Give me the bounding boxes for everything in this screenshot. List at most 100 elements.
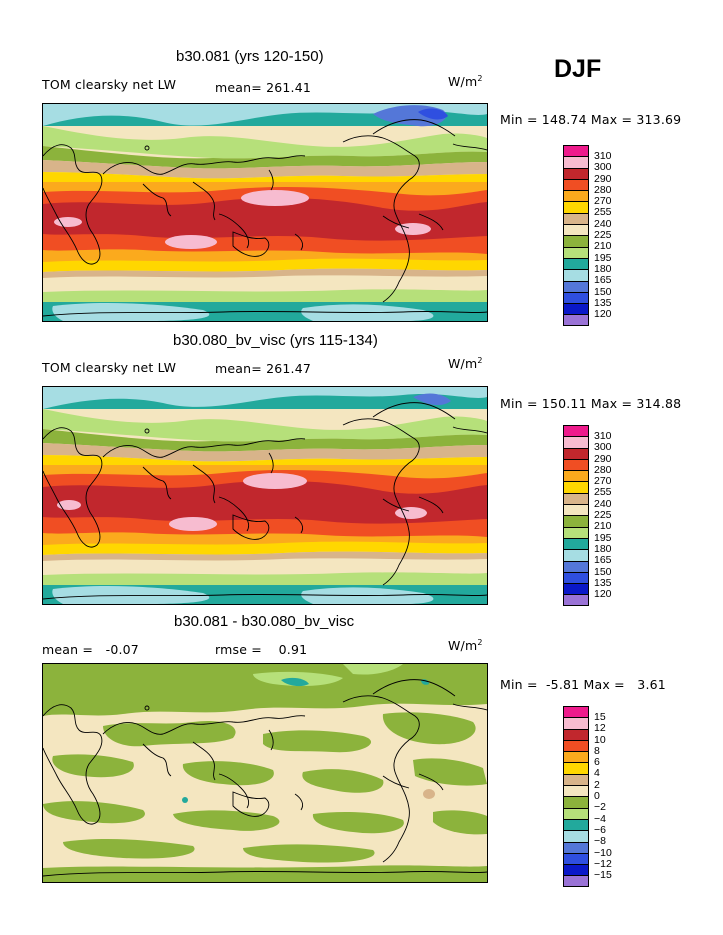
colorbar-swatch: 120 [563,583,612,600]
colorbar-swatch: −12 [563,852,612,870]
colorbar-tick-label: −2 [594,801,606,814]
panel-3-map-canvas [43,664,487,882]
colorbar-swatch: 290 [563,167,612,185]
colorbar-swatch: 300 [563,436,612,453]
colorbar-swatch: 15 [563,706,606,723]
colorbar-swatch: 135 [563,571,612,589]
colorbar-swatch: 195 [563,526,612,544]
colorbar-swatch: −10 [563,841,612,859]
colorbar-tick-label: 2 [594,778,600,791]
colorbar-swatch: 310 [563,425,612,442]
colorbar-tick-label: 120 [594,588,612,601]
panel-3-minmax: Min = -5.81 Max = 3.61 [500,677,666,692]
colorbar-tick-label: 150 [594,285,612,298]
colorbar-swatch [563,875,589,887]
colorbar-swatch: 150 [563,280,612,298]
colorbar-swatch: −4 [563,807,606,825]
colorbar-swatch: 255 [563,201,612,218]
colorbar-tick-label: 240 [594,217,612,230]
colorbar-swatch: 165 [563,549,612,566]
panel-1-title: b30.081 (yrs 120-150) [176,48,324,65]
colorbar-tick-label: 6 [594,756,600,769]
colorbar-tick-label: 270 [594,475,612,488]
colorbar-tick-label: 135 [594,576,612,589]
colorbar-tick-label: −10 [594,846,612,859]
colorbar-tick-label: 120 [594,308,612,321]
colorbar-swatch: 290 [563,447,612,465]
colorbar-tick-label: 165 [594,274,612,287]
colorbar-tick-label: −15 [594,869,612,882]
panel-2-title: b30.080_bv_visc (yrs 115-134) [173,332,378,349]
colorbar-tick-label: 300 [594,161,612,174]
panel-1-colorbar: 310 300 290 280 270 255 240 225 210 195 180 165 150 1… [563,145,612,326]
colorbar-swatch: 12 [563,717,606,734]
colorbar-tick-label: 310 [594,430,612,442]
panel-2-mean-label: mean= 261.47 [215,361,312,376]
colorbar-swatch: 225 [563,224,612,241]
panel-3-map [42,663,488,883]
colorbar-swatch: 2 [563,773,600,791]
colorbar-tick-label: 280 [594,463,612,476]
colorbar-tick-label: 0 [594,790,600,803]
colorbar-swatch: 150 [563,560,612,578]
colorbar-swatch: −15 [563,864,612,881]
colorbar-swatch: 210 [563,515,612,532]
panel-1-variable-label: TOM clearsky net LW [42,77,177,92]
colorbar-swatch: 180 [563,257,612,275]
panel-2-units: W/m2 [448,356,483,372]
colorbar-tick-label: 12 [594,722,606,735]
colorbar-tick-label: 180 [594,262,612,275]
colorbar-swatch: 280 [563,458,612,476]
colorbar-swatch: 4 [563,762,600,779]
colorbar-tick-label: 270 [594,195,612,208]
colorbar-swatch: 180 [563,537,612,555]
colorbar-tick-label: 225 [594,229,612,242]
colorbar-swatch [563,314,589,326]
colorbar-tick-label: 240 [594,497,612,510]
panel-1-mean-label: mean= 261.41 [215,80,312,95]
colorbar-swatch: −6 [563,818,606,836]
colorbar-tick-label: 15 [594,711,606,723]
colorbar-swatch: 270 [563,470,612,487]
colorbar-swatch: 6 [563,751,600,768]
panel-2-variable-label: TOM clearsky net LW [42,360,177,375]
panel-1-minmax: Min = 148.74 Max = 313.69 [500,112,682,127]
panel-3-colorbar: 15 12 10 8 6 4 2 0 −2 −4 −6 −8 −10 −12 −15 [563,706,612,887]
colorbar-tick-label: 135 [594,296,612,309]
colorbar-swatch: 210 [563,235,612,252]
colorbar-tick-label: 290 [594,452,612,465]
panel-2-minmax: Min = 150.11 Max = 314.88 [500,396,682,411]
colorbar-tick-label: 255 [594,486,612,499]
colorbar-swatch: 120 [563,303,612,320]
colorbar-swatch: 10 [563,728,606,746]
panel-1-map [42,103,488,322]
colorbar-swatch: −8 [563,830,606,847]
colorbar-swatch: 255 [563,481,612,498]
panel-1-units: W/m2 [448,74,483,90]
colorbar-swatch: 195 [563,246,612,264]
colorbar-tick-label: 290 [594,172,612,185]
colorbar-tick-label: 4 [594,767,600,780]
colorbar-tick-label: 210 [594,240,612,253]
colorbar-tick-label: 310 [594,150,612,162]
season-label: DJF [554,55,602,83]
colorbar-tick-label: 225 [594,509,612,522]
panel-3-mean-label: mean = -0.07 [42,642,139,657]
colorbar-swatch: 165 [563,269,612,286]
colorbar-swatch: 225 [563,504,612,521]
panel-3-units: W/m2 [448,638,483,654]
colorbar-swatch: 135 [563,291,612,309]
colorbar-tick-label: −12 [594,857,612,870]
colorbar-swatch: 310 [563,145,612,162]
colorbar-swatch: 270 [563,190,612,207]
colorbar-tick-label: 10 [594,733,606,746]
panel-1-map-canvas [43,104,487,321]
colorbar-tick-label: 210 [594,520,612,533]
colorbar-swatch [563,594,589,606]
panel-2-map-canvas [43,387,487,604]
panel-2-map [42,386,488,605]
colorbar-tick-label: 195 [594,251,612,264]
colorbar-swatch: 0 [563,785,600,802]
colorbar-swatch: 240 [563,492,612,510]
colorbar-tick-label: −6 [594,823,606,836]
